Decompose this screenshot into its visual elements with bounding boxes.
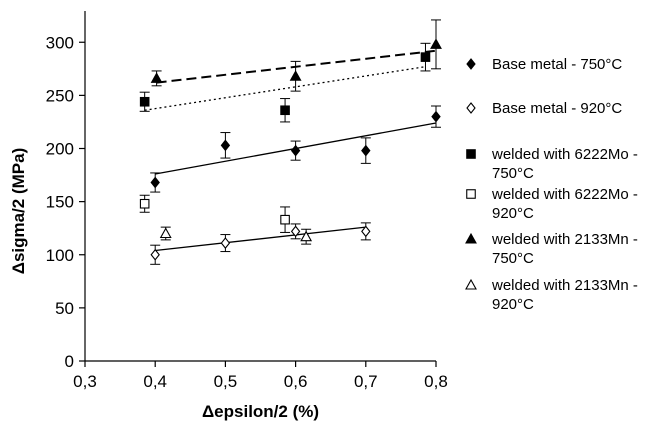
x-axis-title: Δepsilon/2 (%) — [202, 402, 319, 421]
legend-marker-3 — [466, 189, 476, 199]
data-point-series-0 — [361, 144, 371, 157]
legend-marker-1 — [466, 102, 476, 114]
data-point-series-2 — [280, 105, 290, 116]
data-point-series-0 — [150, 176, 160, 189]
data-point-series-1 — [361, 225, 371, 238]
markers — [139, 38, 442, 261]
data-point-series-1 — [220, 237, 231, 249]
data-point-series-2 — [139, 96, 150, 107]
y-tick-label: 300 — [46, 33, 74, 52]
data-point-series-3 — [280, 214, 290, 225]
error-bars — [139, 19, 441, 265]
data-point-series-3 — [139, 198, 150, 209]
legend-label: Base metal - 750°C — [492, 56, 622, 73]
data-point-series-4 — [150, 72, 163, 83]
data-point-series-4 — [430, 38, 442, 49]
x-tick-label: 0,5 — [214, 372, 238, 391]
x-tick-label: 0,8 — [424, 372, 448, 391]
legend-label-line2: 750°C — [492, 165, 534, 182]
legend: Base metal - 750°C Base metal - 920°C weld… — [465, 56, 638, 313]
y-axis-title: Δsigma/2 (MPa) — [9, 148, 28, 275]
trendline-series-1 — [155, 226, 366, 252]
y-tick-label: 0 — [65, 352, 74, 371]
data-point-series-0 — [431, 110, 441, 123]
y-tick-label: 100 — [46, 246, 74, 265]
y-tick-label: 200 — [46, 140, 74, 159]
legend-marker-0 — [466, 58, 476, 70]
data-point-series-1 — [150, 248, 160, 261]
data-point-series-5 — [300, 230, 313, 242]
data-point-series-4 — [289, 70, 302, 81]
legend-label-line2: 920°C — [492, 205, 534, 222]
legend-marker-2 — [466, 149, 476, 159]
data-point-series-5 — [159, 227, 172, 239]
legend-label-line2: 750°C — [492, 250, 534, 267]
y-tick-label: 150 — [46, 193, 74, 212]
data-point-series-1 — [290, 225, 301, 238]
legend-label: welded with 6222Mo - — [491, 146, 638, 163]
data-point-series-0 — [290, 144, 301, 157]
data-point-series-2 — [420, 52, 431, 62]
legend-label: welded with 2133Mn - — [491, 231, 638, 248]
x-tick-label: 0,7 — [354, 372, 378, 391]
y-tick-label: 250 — [46, 86, 74, 105]
legend-marker-4 — [465, 232, 477, 244]
legend-label-line2: 920°C — [492, 296, 534, 313]
trendline-series-4 — [156, 49, 437, 84]
axes: 0 50 100 150 200 250 300 0,3 0,4 0,5 0,6 0,7 0,8 — [46, 11, 448, 391]
legend-label: welded with 6222Mo - — [491, 186, 638, 203]
trendline-series-2 — [144, 66, 426, 111]
y-tick-label: 50 — [55, 299, 74, 318]
x-tick-label: 0,6 — [284, 372, 308, 391]
data-point-series-0 — [220, 139, 231, 152]
legend-label: welded with 2133Mn - — [491, 277, 638, 294]
x-tick-label: 0,4 — [143, 372, 167, 391]
legend-marker-5 — [465, 278, 477, 290]
legend-label: Base metal - 920°C — [492, 100, 622, 117]
x-tick-label: 0,3 — [73, 372, 97, 391]
